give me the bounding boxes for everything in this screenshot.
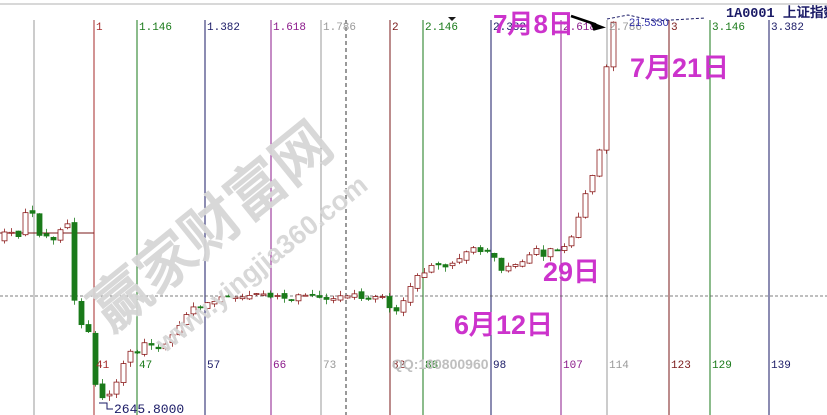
svg-text:2.146: 2.146 <box>425 22 458 34</box>
svg-text:1.786: 1.786 <box>323 22 356 34</box>
svg-text:1.618: 1.618 <box>273 22 306 34</box>
svg-text:114: 114 <box>609 360 629 372</box>
svg-text:57: 57 <box>207 360 220 372</box>
svg-text:41: 41 <box>96 360 110 372</box>
svg-text:7月21日: 7月21日 <box>630 53 729 83</box>
svg-text:66: 66 <box>273 360 286 372</box>
svg-text:1A0001: 1A0001 <box>726 7 775 22</box>
svg-text:2: 2 <box>392 22 399 34</box>
svg-text:2645.8000: 2645.8000 <box>114 402 184 415</box>
svg-text:21.5330: 21.5330 <box>629 17 669 29</box>
svg-text:129: 129 <box>712 360 732 372</box>
svg-text:3.382: 3.382 <box>771 22 804 34</box>
svg-text:123: 123 <box>671 360 691 372</box>
svg-text:47: 47 <box>139 360 152 372</box>
svg-text:88: 88 <box>425 360 438 372</box>
svg-text:上证指数: 上证指数 <box>783 4 827 20</box>
svg-text:7月8日: 7月8日 <box>493 9 574 39</box>
svg-text:3: 3 <box>671 22 678 34</box>
svg-text:6月12日: 6月12日 <box>454 310 553 340</box>
svg-text:1: 1 <box>96 22 103 34</box>
svg-text:1.146: 1.146 <box>139 22 172 34</box>
svg-text:82: 82 <box>392 360 405 372</box>
svg-text:107: 107 <box>563 360 583 372</box>
svg-text:29日: 29日 <box>543 257 600 287</box>
svg-text:98: 98 <box>493 360 506 372</box>
svg-text:3.146: 3.146 <box>712 22 745 34</box>
svg-text:139: 139 <box>771 360 791 372</box>
svg-text:1.382: 1.382 <box>207 22 240 34</box>
svg-text:73: 73 <box>323 360 336 372</box>
